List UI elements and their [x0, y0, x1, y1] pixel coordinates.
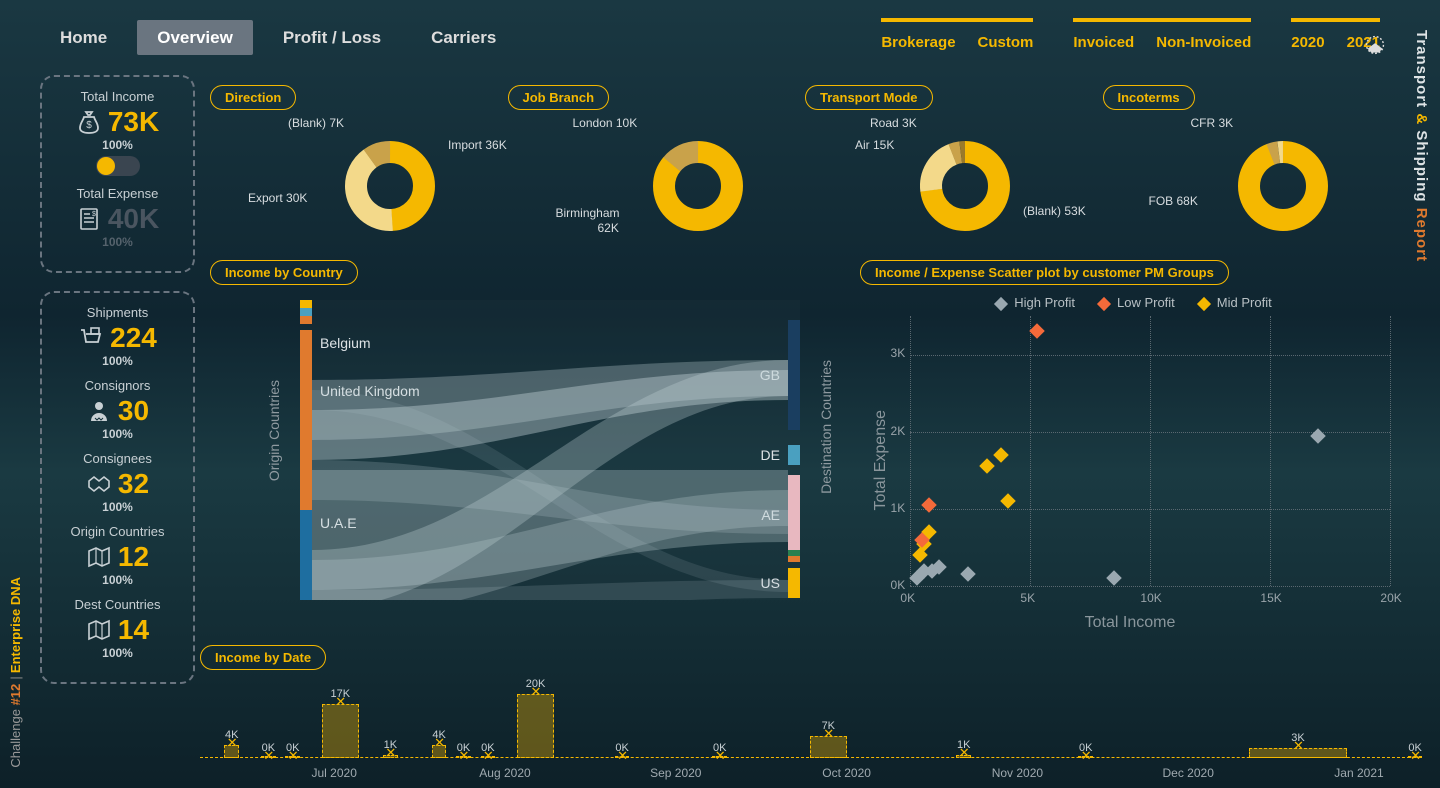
footer-vertical: Challenge #12 | Enterprise DNA — [8, 577, 23, 768]
kpi-consignors: Consignors 30 100% — [50, 378, 185, 441]
donut-incoterms: Incoterms CFR 3KFOB 68K — [1103, 85, 1401, 245]
filter-group-type: Brokerage Custom — [881, 18, 1033, 51]
legend-low-profit[interactable]: Low Profit — [1091, 295, 1175, 310]
sankey-title: Income by Country — [210, 260, 358, 285]
tab-home[interactable]: Home — [40, 20, 127, 55]
report-title-vertical: Transport & Shipping Report — [1413, 30, 1430, 262]
sankey-chart[interactable]: BelgiumUnited KingdomU.A.EGBDEAEUS — [300, 300, 800, 600]
donut-job-branch: Job Branch London 10KBirmingham62K — [508, 85, 806, 245]
kpi-sidebar: Total Income $73K 100% Total Expense $40… — [40, 75, 195, 702]
legend-high-profit[interactable]: High Profit — [988, 295, 1075, 310]
svg-text:DE: DE — [761, 447, 780, 463]
sankey-right-axis: Destination Countries — [818, 360, 834, 494]
timeline-chart[interactable]: 4K ✕ 0K ✕ 0K ✕ 17K ✕ 1K ✕ 4K ✕ 0K ✕ 0K ✕… — [200, 678, 1420, 758]
svg-text:$: $ — [92, 211, 96, 218]
kpi-total-expense: Total Expense $40K 100% — [50, 186, 185, 249]
filter-custom[interactable]: Custom — [978, 34, 1034, 51]
sankey-panel: Income by Country Origin Countries Desti… — [210, 260, 830, 610]
ship-logo-icon — [1360, 30, 1390, 60]
kpi-box-income-expense: Total Income $73K 100% Total Expense $40… — [40, 75, 195, 273]
filter-non-invoiced[interactable]: Non-Invoiced — [1156, 34, 1251, 51]
scatter-x-title: Total Income — [860, 614, 1400, 632]
kpi-origin-countries: Origin Countries 12 100% — [50, 524, 185, 587]
kpi-box-counts: Shipments 224 100% Consignors 30 100% Co… — [40, 291, 195, 684]
filter-invoiced[interactable]: Invoiced — [1073, 34, 1134, 51]
scatter-chart[interactable]: 0K 1K 2K 3K 0K 5K 10K 15K 20K — [910, 316, 1390, 586]
timeline-title: Income by Date — [200, 645, 326, 670]
donut-row: Direction (Blank) 7KImport 36KExport 30K… — [210, 85, 1400, 245]
tab-carriers[interactable]: Carriers — [411, 20, 516, 55]
scatter-y-title: Total Expense — [872, 410, 890, 511]
timeline-panel: Income by Date 4K ✕ 0K ✕ 0K ✕ 17K ✕ 1K ✕… — [200, 645, 1420, 780]
donut-direction: Direction (Blank) 7KImport 36KExport 30K — [210, 85, 508, 245]
donut-transport-mode: Transport Mode Road 3KAir 15K(Blank) 53K — [805, 85, 1103, 245]
tab-overview[interactable]: Overview — [137, 20, 253, 55]
svg-text:$: $ — [86, 120, 92, 131]
svg-text:Belgium: Belgium — [320, 335, 371, 351]
timeline-bar[interactable] — [517, 694, 554, 758]
filter-brokerage[interactable]: Brokerage — [881, 34, 955, 51]
kpi-dest-countries: Dest Countries 14 100% — [50, 597, 185, 660]
kpi-toggle[interactable] — [96, 156, 140, 176]
scatter-title: Income / Expense Scatter plot by custome… — [860, 260, 1229, 285]
legend-mid-profit[interactable]: Mid Profit — [1191, 295, 1272, 310]
kpi-shipments: Shipments 224 100% — [50, 305, 185, 368]
scatter-panel: Income / Expense Scatter plot by custome… — [860, 260, 1400, 620]
tab-profit-loss[interactable]: Profit / Loss — [263, 20, 401, 55]
filter-bar: Brokerage Custom Invoiced Non-Invoiced 202… — [881, 18, 1380, 51]
scatter-legend: High Profit Low Profit Mid Profit — [860, 295, 1400, 310]
kpi-total-income: Total Income $73K 100% — [50, 89, 185, 176]
timeline-bar[interactable] — [322, 704, 359, 758]
filter-2020[interactable]: 2020 — [1291, 34, 1324, 51]
sankey-left-axis: Origin Countries — [266, 380, 282, 481]
kpi-consignees: Consignees 32 100% — [50, 451, 185, 514]
filter-group-invoice: Invoiced Non-Invoiced — [1073, 18, 1251, 51]
